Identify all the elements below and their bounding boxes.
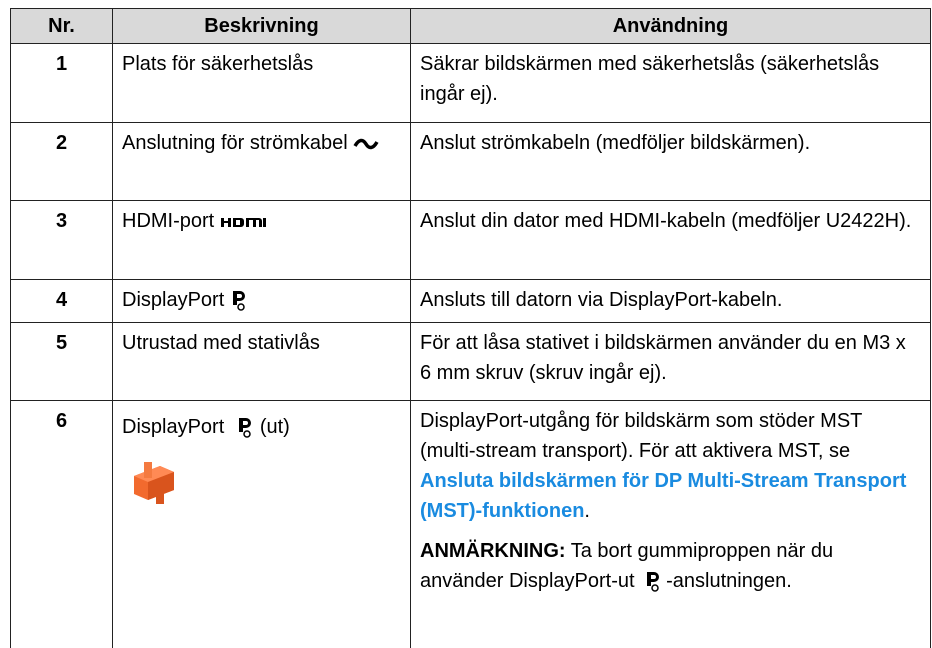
description-cell: HDMI-port [112,200,411,280]
row: 1 Plats för säkerhetslås Säkrar bildskär… [10,43,931,123]
displayport-icon [232,290,245,311]
usage-paragraph: DisplayPort-utgång för bildskärm som stö… [420,406,921,526]
header-cell: Nr. [10,8,113,44]
number-cell: 4 [10,279,113,323]
row: 5 Utrustad med stativlås För att låsa st… [10,322,931,401]
description-cell: Anslutning för strömkabel [112,122,411,201]
note-text: Ta bort gummiproppen när du använder Dis… [420,540,834,592]
description-text: HDMI-port [122,210,215,232]
description-text: Anslutning för strömkabel [122,132,348,154]
number-cell: 6 [10,400,113,648]
usage-cell: Ansluts till datorn via DisplayPort-kabe… [410,279,931,323]
header-row: Nr. Beskrivning Användning [10,8,931,44]
description-suffix: (ut) [259,416,290,438]
row: 3 HDMI-port Anslut din dator med HDMI-ka… [10,200,931,280]
usage-text: DisplayPort-utgång för bildskärm som stö… [420,410,863,462]
usage-cell: Anslut din dator med HDMI-kabeln (medföl… [410,200,931,280]
number-cell: 2 [10,122,113,201]
link[interactable]: Ansluta bildskärmen för DP Multi-Stream … [420,470,907,522]
note-label: ANMÄRKNING: [420,540,566,562]
usage-cell: För att låsa stativet i bildskärmen anvä… [410,322,931,401]
note-paragraph: ANMÄRKNING: Ta bort gummiproppen när du … [420,536,921,596]
ports-table: Nr. Beskrivning Användning 1 Plats för s… [10,8,931,648]
description-text: DisplayPort [122,416,225,438]
row: 4 DisplayPort Ansluts till datorn via Di… [10,279,931,323]
displayport-icon [647,571,660,592]
number-cell: 3 [10,200,113,280]
usage-cell: Anslut strömkabeln (medföljer bildskärme… [410,122,931,201]
rubber-plug-image [134,462,174,504]
header-cell: Beskrivning [112,8,411,44]
description-cell: Plats för säkerhetslås [112,43,411,123]
number-cell: 5 [10,322,113,401]
description-cell: Utrustad med stativlås [112,322,411,401]
usage-cell: DisplayPort-utgång för bildskärm som stö… [410,400,931,648]
usage-text: . [584,500,590,522]
ac-icon [353,138,379,149]
description-cell: DisplayPort (ut) [112,400,411,648]
number-cell: 1 [10,43,113,123]
description-text: DisplayPort [122,289,225,311]
usage-cell: Säkrar bildskärmen med säkerhetslås (säk… [410,43,931,123]
row: 2 Anslutning för strömkabel Anslut ström… [10,122,931,201]
displayport-icon [238,417,251,438]
row: 6 DisplayPort (ut) DisplayPort-utgång fö… [10,400,931,648]
description-line: DisplayPort (ut) [122,412,401,442]
description-cell: DisplayPort [112,279,411,323]
hdmi-icon [220,217,266,227]
note-text: -anslutningen. [666,570,792,592]
header-cell: Användning [410,8,931,44]
